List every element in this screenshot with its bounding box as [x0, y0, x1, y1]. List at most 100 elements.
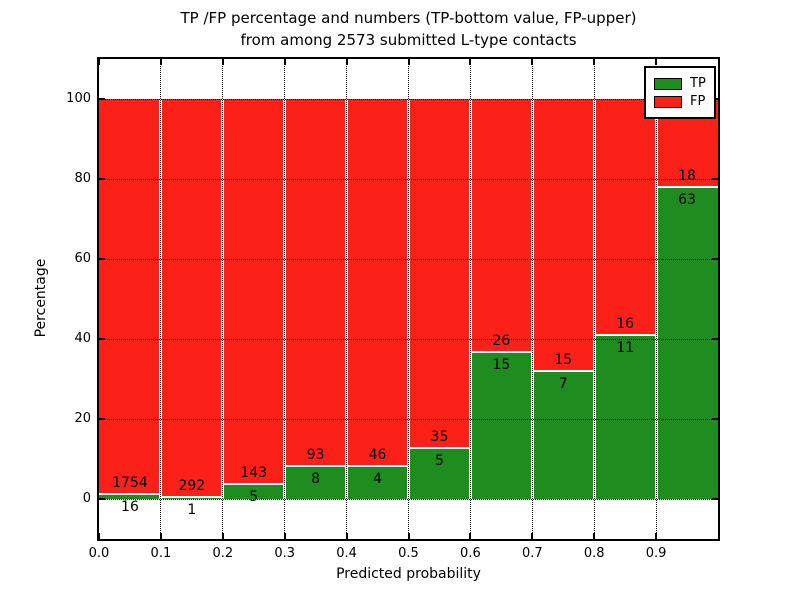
tp-count-label-2: 5	[249, 489, 259, 506]
chart-title: TP /FP percentage and numbers (TP-bottom…	[97, 7, 720, 51]
y-tick-left-0	[99, 498, 105, 500]
bar-segment-tp-3	[284, 467, 347, 499]
bar-segment-fp-3	[284, 99, 347, 468]
x-tick-label-0.2: 0.2	[212, 546, 234, 561]
chart-title-line1: TP /FP percentage and numbers (TP-bottom…	[180, 9, 637, 27]
bar-segment-fp-6	[470, 99, 533, 353]
x-tick-bottom-0.9	[655, 533, 658, 539]
x-tick-top-0.7	[531, 59, 534, 65]
tp-count-label-0: 16	[121, 499, 139, 516]
x-tick-label-0.3: 0.3	[274, 546, 296, 561]
bar-segment-fp-1	[160, 99, 223, 498]
bar-segment-fp-2	[222, 99, 285, 486]
y-tick-left-80	[99, 178, 105, 180]
tp-count-label-6: 15	[492, 356, 511, 373]
y-tick-label-0: 0	[82, 491, 91, 506]
tp-count-label-1: 1	[187, 501, 197, 518]
x-tick-label-0.4: 0.4	[336, 546, 357, 561]
legend-item-tp: TP	[654, 76, 706, 92]
bar-segment-fp-0	[99, 99, 161, 496]
x-tick-top-0.6	[469, 59, 472, 65]
grid-line-x-0.9	[655, 59, 657, 539]
tp-count-label-8: 11	[616, 340, 635, 357]
grid-line-x-0.5	[408, 59, 409, 539]
fp-count-label-7: 15	[554, 351, 573, 368]
y-tick-label-20: 20	[74, 411, 91, 426]
fp-count-label-8: 16	[616, 316, 635, 333]
fp-count-label-3: 93	[306, 447, 325, 464]
tp-count-label-9: 63	[678, 191, 696, 208]
legend-item-fp: FP	[654, 94, 706, 110]
x-tick-top-0.0	[98, 59, 100, 65]
y-tick-right-60	[712, 258, 718, 260]
fp-count-label-9: 18	[678, 167, 696, 184]
tp-count-label-7: 7	[558, 375, 568, 392]
fp-legend-label: FP	[690, 94, 706, 109]
grid-line-x-0.6	[469, 59, 471, 539]
bar-segment-tp-9	[656, 187, 718, 499]
x-tick-bottom-0.0	[98, 533, 100, 539]
y-tick-right-20	[712, 418, 718, 420]
x-tick-label-0.7: 0.7	[521, 546, 543, 561]
x-tick-bottom-0.5	[407, 533, 410, 539]
fp-count-label-6: 26	[492, 332, 511, 349]
x-tick-label-0.6: 0.6	[460, 546, 481, 561]
bar-segment-tp-7	[532, 371, 595, 499]
x-tick-top-0.4	[345, 59, 348, 65]
bar-segment-tp-5	[408, 449, 471, 499]
bar-segment-tp-1	[160, 497, 223, 499]
y-tick-label-80: 80	[74, 171, 91, 186]
fp-legend-swatch	[654, 96, 682, 108]
x-tick-label-0.1: 0.1	[150, 546, 172, 561]
grid-line-x-0.4	[346, 59, 348, 539]
bar-segment-tp-0	[99, 495, 161, 499]
fp-count-label-4: 46	[368, 447, 387, 463]
x-tick-label-0.9: 0.9	[645, 546, 667, 561]
grid-line-x-0.1	[160, 59, 162, 539]
fp-count-label-1: 292	[178, 477, 206, 494]
y-tick-left-20	[99, 418, 105, 420]
x-tick-bottom-0.6	[469, 533, 472, 539]
grid-line-x-0.3	[284, 59, 286, 539]
x-tick-bottom-0.4	[345, 533, 348, 539]
bar-segment-fp-4	[346, 99, 409, 467]
x-tick-bottom-0.8	[593, 533, 596, 539]
bar-segment-fp-8	[594, 99, 657, 337]
x-tick-label-0.0: 0.0	[88, 546, 110, 561]
y-tick-right-0	[712, 498, 718, 500]
x-tick-top-0.3	[283, 59, 286, 65]
x-tick-bottom-0.3	[283, 533, 286, 539]
fp-count-label-0: 1754	[112, 475, 148, 492]
grid-line-x-0.2	[222, 59, 224, 539]
bar-segment-tp-6	[470, 352, 533, 499]
x-tick-bottom-0.1	[159, 533, 162, 539]
y-axis-label: Percentage	[33, 258, 49, 338]
y-tick-right-40	[712, 338, 718, 340]
plot-area: TP FP 1754 16 292 1 143 5 93 8 46 4 35 5 26 15 15 7 16 11…	[66, 57, 720, 561]
y-tick-left-60	[99, 258, 105, 260]
tp-legend-swatch	[654, 78, 682, 90]
x-tick-top-0.2	[221, 59, 224, 65]
tp-count-label-4: 4	[373, 471, 382, 487]
x-tick-bottom-0.7	[531, 533, 534, 539]
bar-segment-tp-4	[346, 467, 409, 499]
fp-count-label-2: 143	[240, 465, 268, 482]
legend: TP FP	[644, 66, 716, 119]
y-tick-label-60: 60	[74, 251, 91, 266]
x-tick-top-0.1	[159, 59, 162, 65]
grid-line-x-0.8	[593, 59, 595, 539]
x-tick-top-0.8	[593, 59, 596, 65]
x-tick-label-0.8: 0.8	[583, 546, 605, 561]
y-tick-label-40: 40	[74, 331, 91, 346]
tp-count-label-5: 5	[434, 453, 444, 469]
chart-title-line2: from among 2573 submitted L-type contact…	[240, 31, 577, 49]
tp-count-label-3: 8	[311, 471, 321, 488]
x-tick-label-0.5: 0.5	[398, 546, 419, 561]
tp-legend-label: TP	[690, 76, 706, 91]
y-tick-label-100: 100	[66, 91, 91, 106]
bar-segment-tp-8	[594, 336, 657, 499]
y-tick-left-100	[99, 98, 105, 100]
y-tick-left-40	[99, 338, 105, 340]
x-axis-label: Predicted probability	[336, 566, 481, 582]
